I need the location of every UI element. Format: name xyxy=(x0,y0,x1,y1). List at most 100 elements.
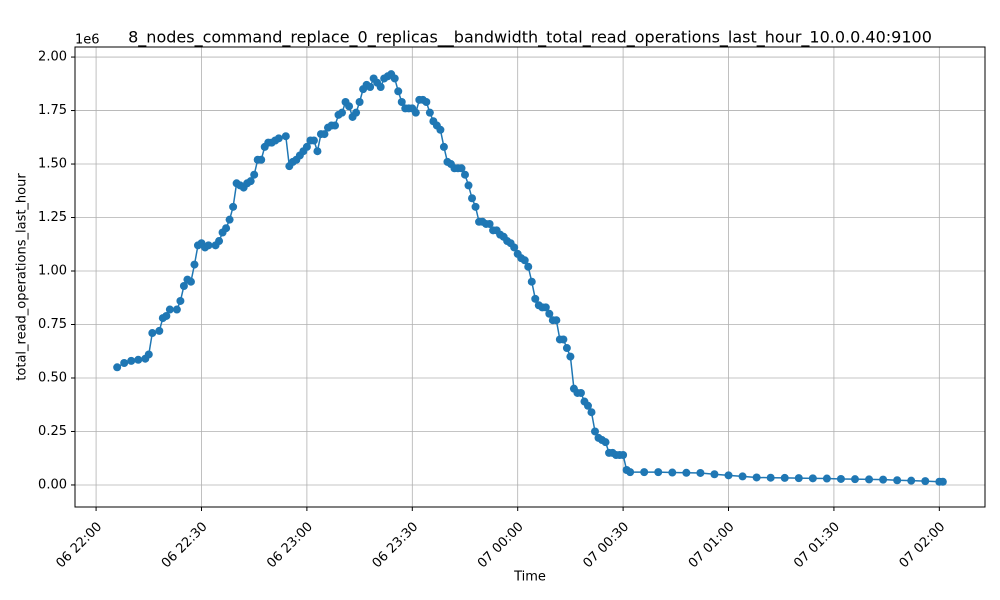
data-point xyxy=(411,108,420,117)
y-tick-label: 1.25 xyxy=(38,210,67,225)
data-point xyxy=(352,108,361,117)
data-point xyxy=(155,326,164,335)
data-point xyxy=(436,125,445,134)
data-point xyxy=(120,359,129,368)
data-point xyxy=(355,97,364,106)
data-point xyxy=(274,134,283,143)
data-point xyxy=(619,451,628,460)
data-point xyxy=(559,335,568,344)
data-point xyxy=(552,316,561,325)
y-tick-label: 2.00 xyxy=(38,50,67,65)
data-point xyxy=(591,427,599,436)
data-point xyxy=(397,97,406,106)
data-point xyxy=(338,108,347,117)
data-point xyxy=(229,202,238,211)
data-point xyxy=(127,356,136,365)
data-point xyxy=(439,142,448,151)
data-point xyxy=(134,355,143,364)
data-point xyxy=(225,215,234,224)
data-point xyxy=(626,468,635,477)
data-point xyxy=(766,473,775,482)
data-point xyxy=(822,474,831,483)
data-point xyxy=(510,243,519,252)
data-point xyxy=(144,350,153,359)
data-point xyxy=(587,408,596,417)
data-point xyxy=(724,471,733,480)
data-point xyxy=(696,468,705,477)
data-point xyxy=(457,164,466,173)
data-point xyxy=(710,470,719,479)
data-point xyxy=(165,305,174,314)
data-point xyxy=(281,132,290,141)
data-point xyxy=(376,83,385,92)
y-axis-label: total_read_operations_last_hour xyxy=(15,173,30,381)
chart-title: 8_nodes_command_replace_0_replicas__band… xyxy=(128,28,932,48)
data-point xyxy=(865,475,874,484)
data-point xyxy=(461,170,469,179)
data-point xyxy=(186,277,195,286)
data-point xyxy=(309,136,318,145)
data-point xyxy=(531,294,540,303)
y-tick-label: 1.00 xyxy=(38,264,67,279)
data-point xyxy=(640,468,649,477)
data-point xyxy=(257,155,266,164)
data-point xyxy=(222,224,231,233)
data-point xyxy=(527,277,536,286)
data-point xyxy=(320,130,329,139)
y-tick-label: 0.75 xyxy=(38,317,67,332)
data-point xyxy=(780,473,789,482)
data-point xyxy=(851,475,859,484)
data-point xyxy=(464,181,473,190)
data-point xyxy=(938,477,947,486)
data-point xyxy=(471,202,480,211)
data-point xyxy=(794,474,803,483)
data-point xyxy=(172,305,181,314)
data-point xyxy=(654,468,663,477)
data-point xyxy=(302,142,311,151)
data-point xyxy=(148,329,157,338)
data-point xyxy=(425,108,434,117)
data-point xyxy=(879,475,888,484)
data-point xyxy=(394,87,403,96)
data-point xyxy=(390,74,399,83)
plot-frame xyxy=(74,46,986,508)
data-point xyxy=(250,170,259,179)
data-point xyxy=(668,468,677,477)
data-point xyxy=(422,97,431,106)
data-point xyxy=(468,194,477,203)
data-point xyxy=(921,477,930,486)
data-point xyxy=(738,472,747,481)
data-point xyxy=(566,352,575,361)
data-point xyxy=(246,177,255,186)
data-point xyxy=(893,476,902,485)
y-offset-label: 1e6 xyxy=(75,33,100,48)
data-point xyxy=(215,237,224,246)
data-point xyxy=(682,468,691,477)
data-point xyxy=(204,241,213,250)
y-tick-label: 1.50 xyxy=(38,157,67,172)
data-point xyxy=(313,147,322,156)
data-point xyxy=(541,303,550,312)
data-point xyxy=(836,474,845,483)
data-point xyxy=(576,388,585,397)
data-point xyxy=(366,83,375,92)
data-point xyxy=(176,296,185,305)
data-point xyxy=(190,260,199,269)
y-tick-label: 1.75 xyxy=(38,103,67,118)
data-point xyxy=(907,476,916,485)
y-tick-label: 0.25 xyxy=(38,424,67,439)
data-point xyxy=(331,121,339,130)
data-point xyxy=(485,219,494,228)
data-point xyxy=(601,438,610,447)
y-tick-label: 0.00 xyxy=(38,477,67,492)
data-point xyxy=(524,262,533,271)
data-point xyxy=(545,309,554,318)
data-point xyxy=(345,102,354,111)
data-point xyxy=(583,401,592,410)
data-point xyxy=(808,474,817,483)
data-point xyxy=(113,363,122,372)
data-point xyxy=(162,311,171,320)
data-point xyxy=(752,473,761,482)
